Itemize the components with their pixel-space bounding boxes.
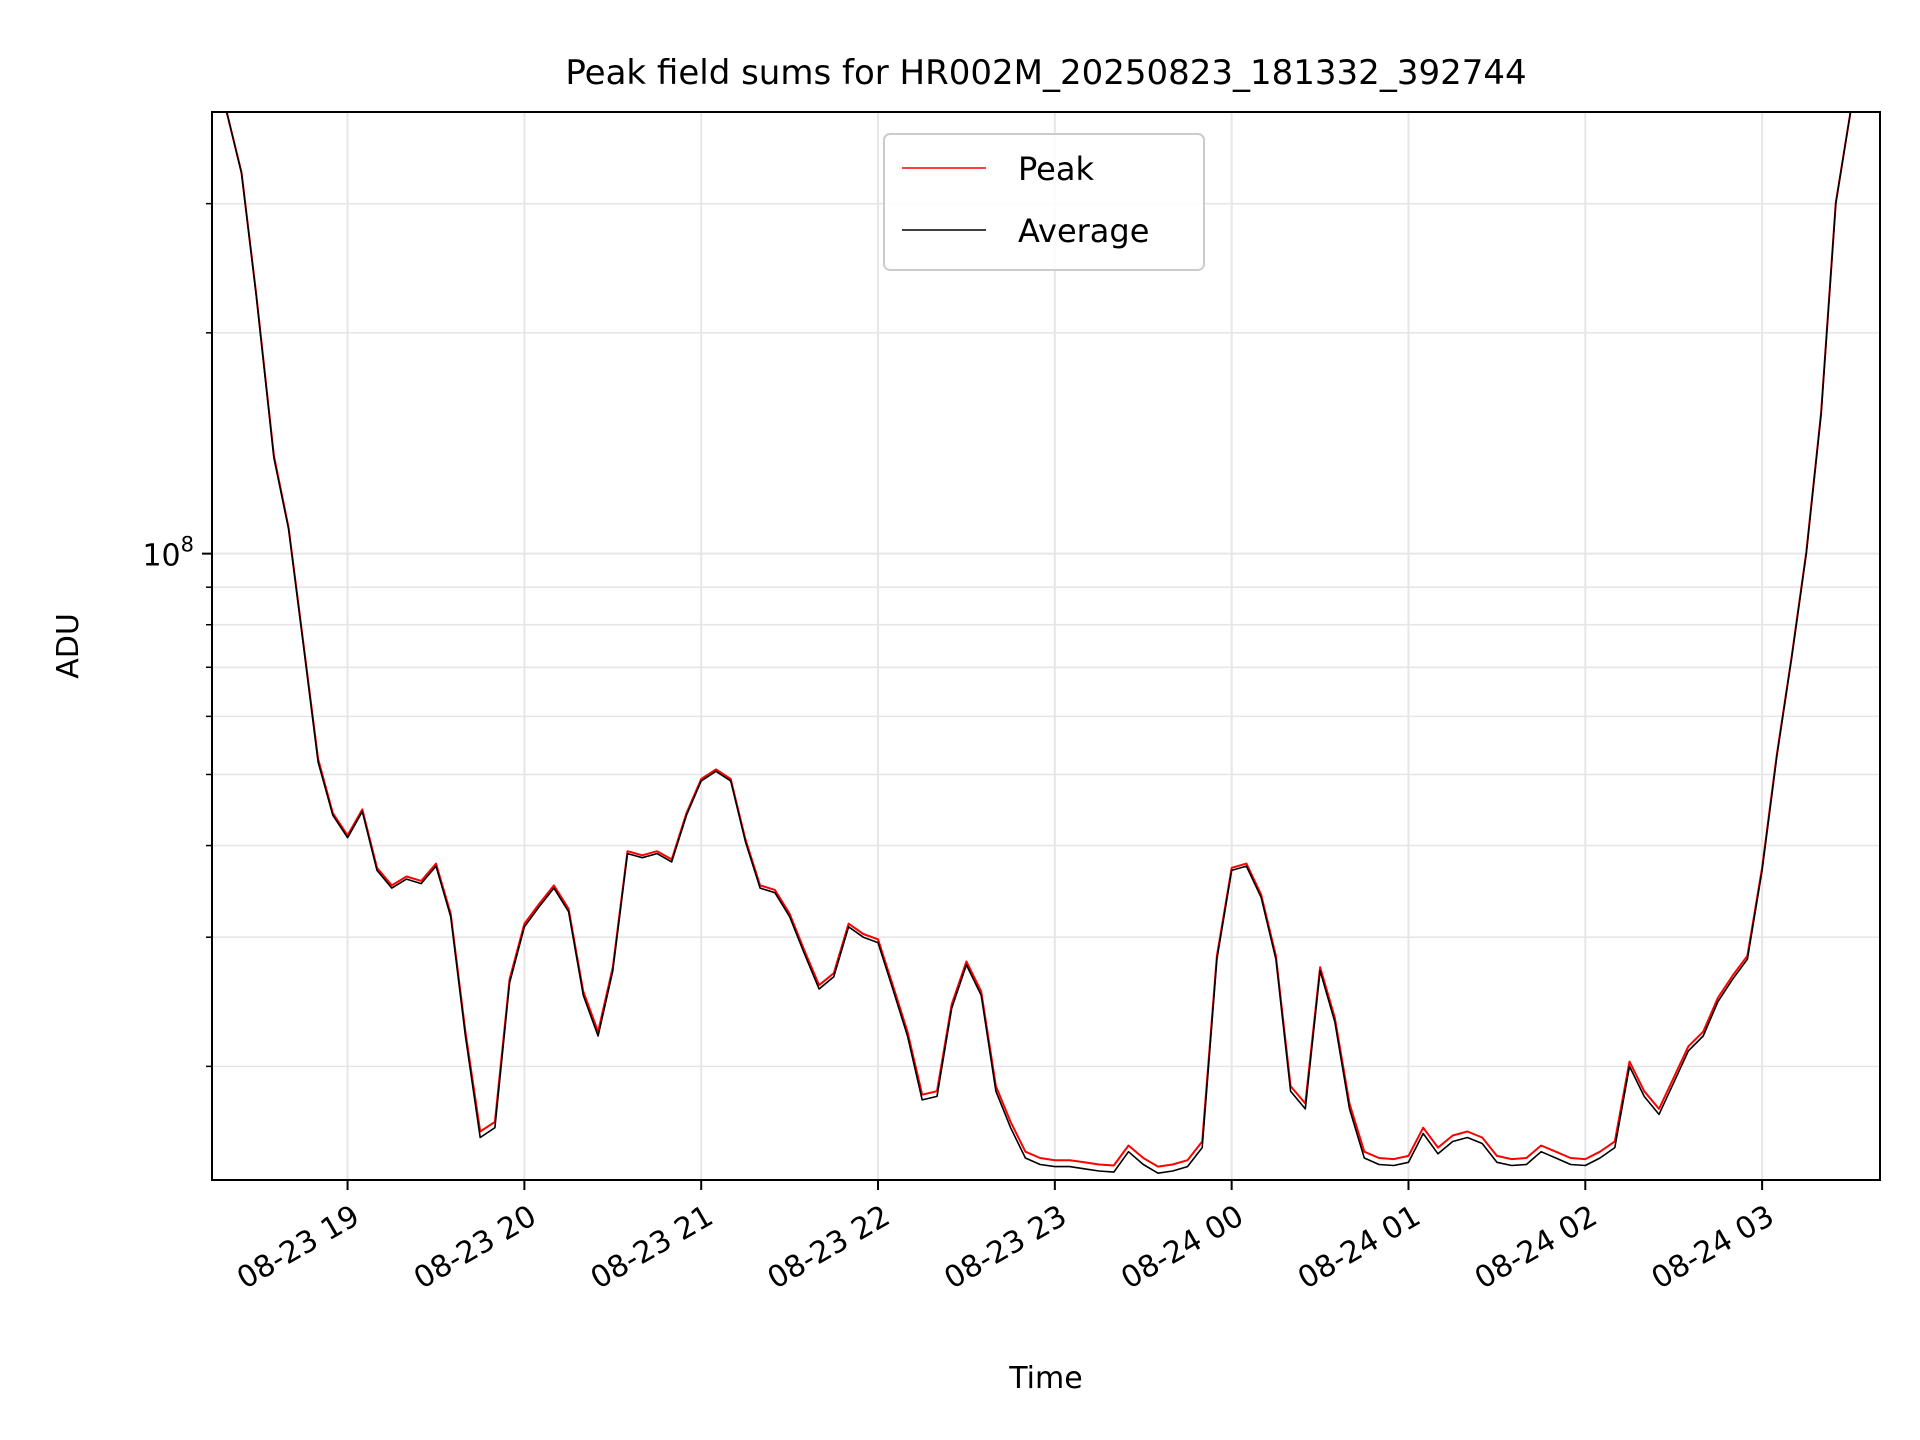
legend-label-average: Average [1018,212,1149,250]
plot-frame [211,111,1881,1181]
legend-label-peak: Peak [1018,150,1094,188]
series-lines [212,111,1880,1174]
legend: Peak Average [883,133,1205,271]
y-axis: 108 [142,202,212,1068]
x-axis-label: Time [1008,1361,1082,1396]
series-line-average [212,111,1880,1174]
y-axis-label: ADU [51,613,86,679]
y-tick-label: 108 [142,533,194,574]
chart-title: Peak field sums for HR002M_20250823_1813… [565,53,1526,93]
series-line-peak [212,111,1880,1168]
